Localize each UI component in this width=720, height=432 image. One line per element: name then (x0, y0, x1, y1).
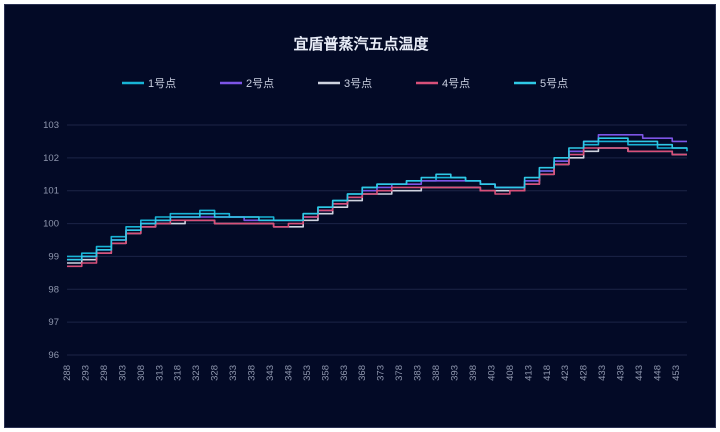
x-tick-label: 358 (320, 365, 331, 381)
grid-lines (67, 124, 687, 356)
y-tick-label: 97 (48, 317, 59, 328)
legend-label: 1号点 (148, 77, 176, 90)
x-tick-label: 288 (62, 365, 73, 381)
legend-item: 2号点 (220, 77, 274, 90)
x-tick-label: 443 (634, 365, 645, 381)
legend-label: 4号点 (442, 77, 470, 90)
x-axis-ticks: 288 293 298 303 308 313 318 323 328 333 338 343 348 3… (62, 365, 682, 381)
x-tick-label: 308 (136, 365, 147, 381)
x-tick-label: 318 (173, 365, 184, 381)
x-tick-label: 388 (431, 365, 442, 381)
x-tick-label: 453 (671, 365, 682, 381)
x-tick-label: 348 (283, 365, 294, 381)
legend-item: 3号点 (318, 77, 372, 90)
x-tick-label: 313 (154, 365, 165, 381)
x-tick-label: 413 (523, 365, 534, 381)
x-tick-label: 368 (357, 365, 368, 381)
series-line (67, 134, 687, 261)
y-tick-label: 98 (48, 284, 59, 295)
y-tick-label: 101 (43, 186, 59, 197)
chart-frame: 宜盾普蒸汽五点温度 1号点 2号点 3号点 4号点 5号点 96 97 98 99 100 101… (4, 4, 716, 428)
x-tick-label: 393 (450, 365, 461, 381)
legend-label: 3号点 (344, 77, 372, 90)
x-tick-label: 323 (191, 365, 202, 381)
series-line (67, 147, 687, 268)
x-tick-label: 333 (228, 365, 239, 381)
x-tick-label: 293 (80, 365, 91, 381)
chart-title: 宜盾普蒸汽五点温度 (293, 35, 429, 53)
y-tick-label: 103 (43, 120, 59, 131)
x-tick-label: 378 (394, 365, 405, 381)
legend-label: 5号点 (540, 77, 568, 90)
line-chart: 宜盾普蒸汽五点温度 1号点 2号点 3号点 4号点 5号点 96 97 98 99 100 101… (43, 35, 688, 381)
y-tick-label: 102 (43, 153, 59, 164)
x-tick-label: 383 (413, 365, 424, 381)
x-tick-label: 403 (486, 365, 497, 381)
legend-label: 2号点 (246, 77, 274, 90)
y-tick-label: 96 (48, 350, 59, 361)
x-tick-label: 398 (468, 365, 479, 381)
series-lines (67, 134, 688, 268)
x-tick-label: 343 (265, 365, 276, 381)
x-tick-label: 298 (99, 365, 110, 381)
x-tick-label: 303 (117, 365, 128, 381)
series-line (67, 140, 688, 258)
x-tick-label: 433 (597, 365, 608, 381)
x-tick-label: 448 (652, 365, 663, 381)
x-tick-label: 438 (616, 365, 627, 381)
x-tick-label: 328 (210, 365, 221, 381)
legend: 1号点 2号点 3号点 4号点 5号点 (122, 77, 568, 90)
x-tick-label: 338 (247, 365, 258, 381)
legend-item: 1号点 (122, 77, 176, 90)
y-axis-ticks: 96 97 98 99 100 101 102 103 (43, 120, 59, 361)
x-tick-label: 353 (302, 365, 313, 381)
series-line (67, 147, 687, 264)
x-tick-label: 418 (542, 365, 553, 381)
y-tick-label: 99 (48, 251, 59, 262)
x-tick-label: 363 (339, 365, 350, 381)
x-tick-label: 428 (579, 365, 590, 381)
legend-item: 5号点 (514, 77, 568, 90)
x-tick-label: 423 (560, 365, 571, 381)
y-tick-label: 100 (43, 219, 59, 230)
legend-item: 4号点 (416, 77, 470, 90)
x-tick-label: 408 (505, 365, 516, 381)
x-tick-label: 373 (376, 365, 387, 381)
series-line (67, 137, 687, 261)
